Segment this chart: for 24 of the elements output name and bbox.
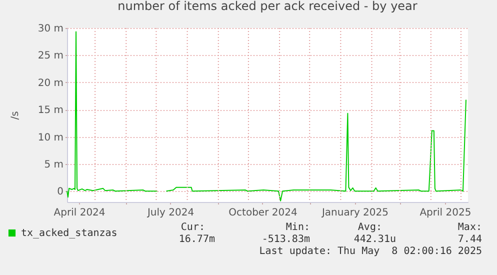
text: 442.31u (354, 234, 396, 245)
x-tick-label: July 2024 (146, 208, 194, 218)
x-tick-label: April 2025 (420, 208, 472, 218)
text: Avg: (358, 222, 382, 233)
text: -513.83m (262, 234, 310, 245)
text: Last update: Thu May 8 02:00:16 2025 (259, 246, 482, 257)
x-tick-label: April 2024 (54, 208, 106, 218)
y-tick-label: 5 m (44, 159, 64, 170)
y-tick-label: 20 m (38, 78, 64, 89)
text: 16.77m (178, 234, 215, 245)
y-tick-label: 30 m (38, 24, 64, 34)
text: Cur: (180, 222, 205, 233)
y-axis-title: /s (10, 111, 21, 120)
y-tick-label: 10 m (38, 132, 64, 144)
x-tick-label: October 2024 (228, 208, 298, 218)
legend-label: tx_acked_stanzas (21, 228, 118, 239)
chart-title: number of items acked per ack received - by year (118, 0, 418, 13)
text: 7.44 (458, 234, 482, 245)
y-tick-label: 25 m (38, 50, 64, 62)
y-tick-label: 0 (57, 186, 64, 198)
y-tick-label: 15 m (38, 105, 64, 116)
text: Max: (458, 222, 482, 233)
x-tick-label: January 2025 (320, 208, 388, 218)
text: Min: (286, 222, 310, 233)
